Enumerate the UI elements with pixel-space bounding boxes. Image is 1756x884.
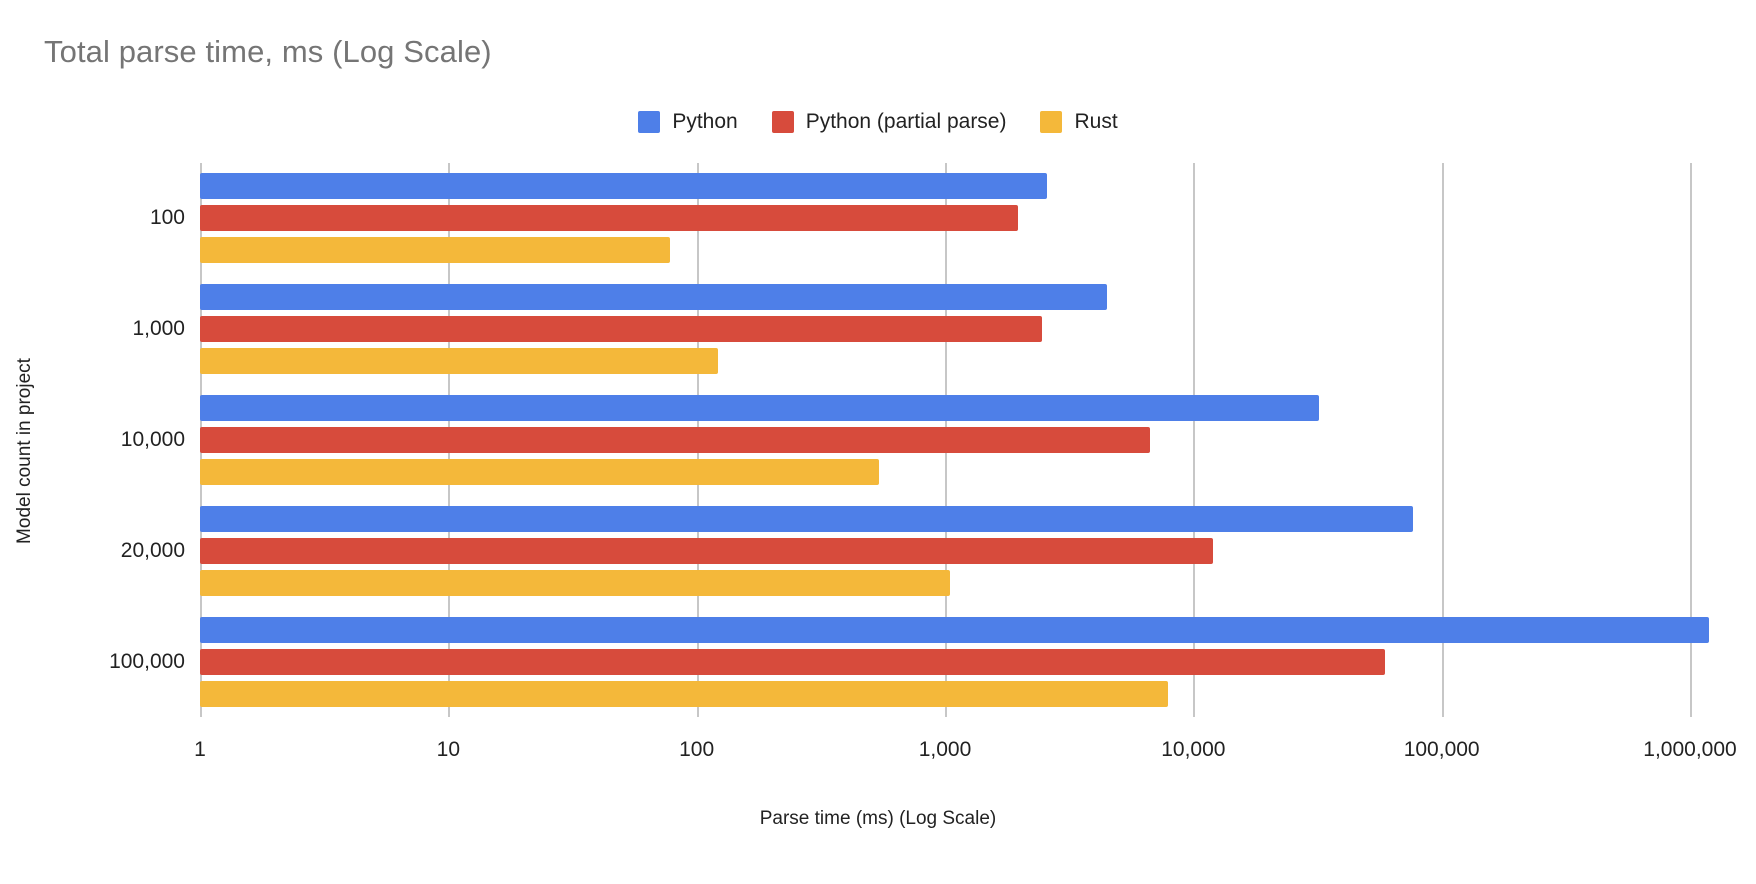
legend-item[interactable]: Rust <box>1040 110 1118 134</box>
bar[interactable] <box>200 173 1047 200</box>
y-axis-tick-label: 1,000 <box>132 317 185 341</box>
gridline <box>1690 163 1692 717</box>
y-axis-tick-label: 100,000 <box>109 649 185 673</box>
bar-group <box>200 284 1690 375</box>
chart-legend: Python Python (partial parse) Rust <box>0 110 1756 134</box>
legend-swatch-icon <box>1040 111 1063 133</box>
bar[interactable] <box>200 284 1108 311</box>
legend-item[interactable]: Python <box>638 110 738 134</box>
gridline <box>1441 163 1444 717</box>
x-axis-tick-label: 1,000 <box>918 738 972 761</box>
y-axis-tick-label: 100 <box>149 206 185 230</box>
bar[interactable] <box>200 616 1709 643</box>
x-axis-tick-label: 1 <box>194 738 206 761</box>
bar[interactable] <box>200 537 1213 564</box>
bar[interactable] <box>200 395 1319 421</box>
legend-swatch-icon <box>771 111 794 133</box>
y-axis-tick-label: 20,000 <box>120 538 185 562</box>
y-axis-tick-label: 10,000 <box>120 428 185 451</box>
chart-title: Total parse time, ms (Log Scale) <box>44 34 492 69</box>
bar-group <box>200 616 1709 707</box>
legend-item-label: Python <box>672 110 738 133</box>
bar[interactable] <box>200 427 1151 453</box>
gridline <box>1193 163 1196 717</box>
bar-group <box>200 173 1690 264</box>
x-axis-tick-label: 10,000 <box>1161 738 1226 761</box>
legend-item-label: Python (partial parse) <box>805 110 1007 133</box>
x-axis-tick-label: 100,000 <box>1403 738 1480 761</box>
bar[interactable] <box>200 569 951 596</box>
bar[interactable] <box>200 680 1168 707</box>
legend-item[interactable]: Python (partial parse) <box>771 110 1007 134</box>
x-axis-tick-label: 10 <box>436 738 461 761</box>
bar[interactable] <box>200 316 1042 343</box>
legend-swatch-icon <box>638 111 661 133</box>
bar-group <box>200 505 1690 596</box>
legend-item-label: Rust <box>1074 110 1118 133</box>
y-axis-title: Model count in project <box>14 358 35 544</box>
bar[interactable] <box>200 505 1414 532</box>
bar[interactable] <box>200 205 1018 232</box>
plot-area <box>200 163 1709 717</box>
bar-group <box>200 395 1690 485</box>
bar[interactable] <box>200 459 879 485</box>
bar[interactable] <box>200 237 670 264</box>
x-axis-title: Parse time (ms) (Log Scale) <box>759 808 997 829</box>
x-axis-tick-label: 1,000,000 <box>1643 738 1737 761</box>
x-axis-tick-label: 100 <box>679 738 715 761</box>
bar[interactable] <box>200 348 719 375</box>
bar[interactable] <box>200 648 1385 675</box>
